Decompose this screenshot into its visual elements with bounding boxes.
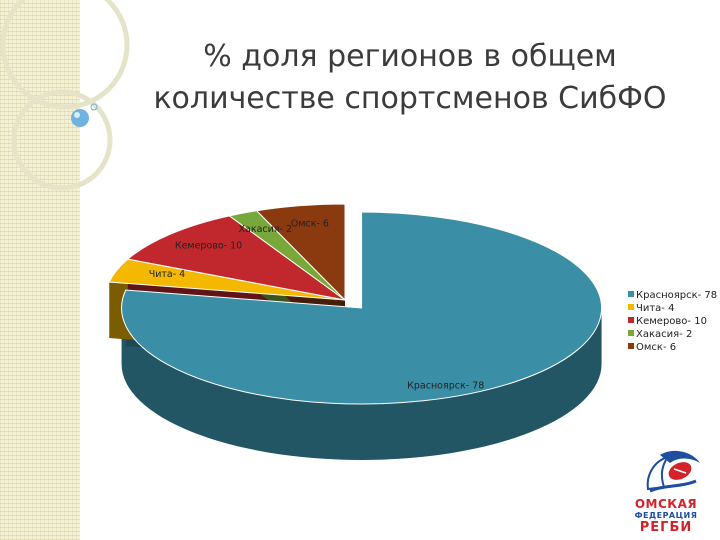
- deco-bubble-highlight: [74, 112, 80, 118]
- pie-slice-2: [126, 215, 346, 301]
- legend-entry-2: Кемерово- 10: [636, 316, 707, 327]
- logo-text-line3: РЕГБИ: [639, 520, 693, 535]
- pie-slice-0: [121, 211, 602, 405]
- pie-data-label-4: Омск- 6: [291, 218, 329, 229]
- legend-entry-3: Хакасия- 2: [636, 329, 692, 340]
- legend-swatch-2: [628, 317, 634, 323]
- logo-text-line2: ФЕДЕРАЦИЯ: [634, 511, 698, 520]
- pie-data-label-3: Хакасия- 2: [239, 224, 293, 235]
- slide-title-line2: количестве спортсменов СибФО: [153, 81, 667, 116]
- legend-swatch-0: [628, 291, 634, 297]
- deco-ring-large: [0, 0, 130, 110]
- decorative-circles: [0, 0, 130, 191]
- logo-emblem-icon: [646, 450, 700, 493]
- legend-entry-0: Красноярск- 78: [636, 290, 717, 301]
- pie-data-label-0: Красноярск- 78: [407, 381, 484, 392]
- slide-title: % доля регионов в общем количестве спорт…: [110, 36, 710, 120]
- deco-bubble-small: [90, 103, 98, 111]
- legend-swatch-4: [628, 343, 634, 349]
- legend-swatch-3: [628, 330, 634, 336]
- pie-slice-4: [255, 203, 346, 302]
- legend-entry-4: Омск- 6: [636, 342, 676, 353]
- legend-entry-1: Чита- 4: [636, 303, 674, 314]
- pie-data-label-1: Чита- 4: [149, 269, 186, 280]
- rugby-federation-logo: ОМСКАЯ ФЕДЕРАЦИЯ РЕГБИ: [620, 445, 712, 537]
- deco-ring-small: [11, 89, 113, 191]
- pie-slice-wall-0-0: [121, 308, 602, 461]
- legend-swatch-1: [628, 304, 634, 310]
- logo-text-line1: ОМСКАЯ: [634, 497, 698, 511]
- slide-title-line1: % доля регионов в общем: [203, 39, 617, 74]
- pie-data-label-2: Кемерово- 10: [175, 241, 242, 252]
